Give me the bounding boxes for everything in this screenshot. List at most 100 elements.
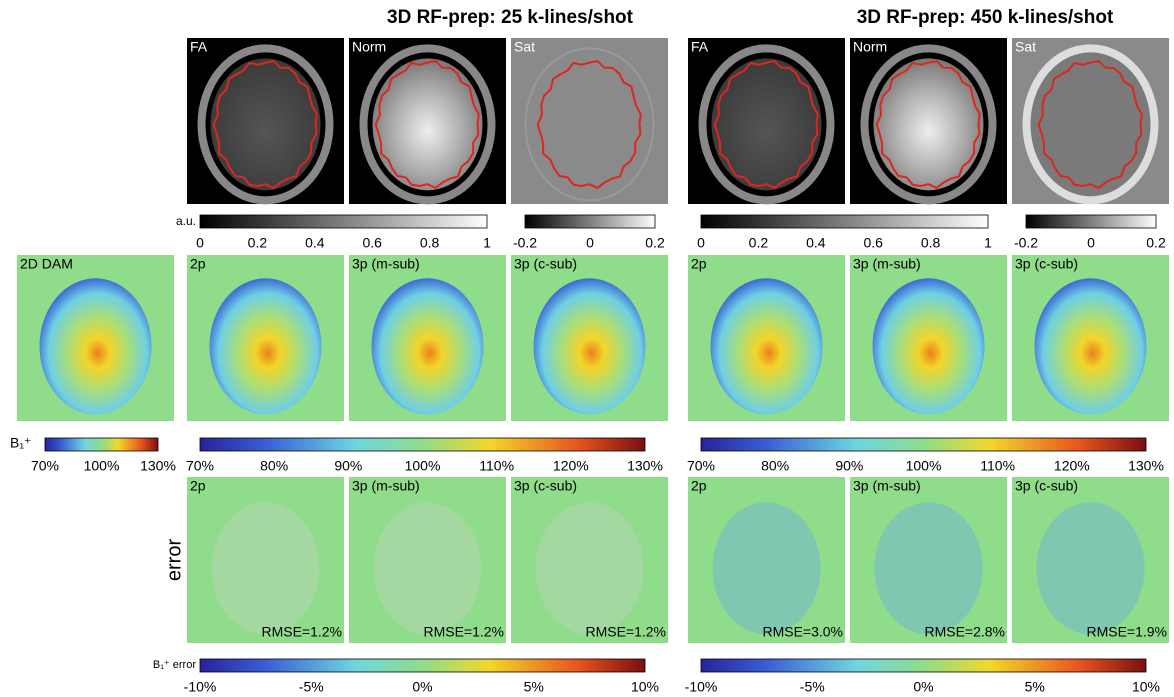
b1-brain [40, 278, 152, 414]
colorbar-tick-label: 0% [913, 679, 933, 695]
colorbar-tick-label: 0 [1087, 235, 1095, 251]
panel-label: Sat [514, 39, 535, 55]
colorbar-tick-label: 120% [553, 458, 589, 474]
colorbar-tick-label: 70% [186, 458, 214, 474]
colorbar-tick-label: 70% [687, 458, 715, 474]
brain [373, 58, 483, 190]
colorbar-tick-label: 80% [260, 458, 288, 474]
panel-label: 2D DAM [20, 256, 73, 272]
rmse-label: RMSE=1.2% [423, 624, 504, 640]
rmse-label: RMSE=2.8% [924, 624, 1005, 640]
b1-brain [873, 278, 985, 414]
colorbar-tick-label: 0.2 [749, 235, 769, 251]
colorbar-tick-label: 10% [1132, 679, 1160, 695]
colorbar-tick-label: 0.6 [362, 235, 382, 251]
colorbar-label: B₁⁺ error [153, 659, 196, 671]
title: 3D RF-prep: 450 k-lines/shot [857, 7, 1114, 28]
rmse-label: RMSE=1.2% [261, 624, 342, 640]
colorbar-tick-label: 70% [31, 458, 59, 474]
colorbar-tick-label: -10% [184, 679, 217, 695]
brain [712, 58, 822, 190]
rmse-label: RMSE=3.0% [762, 624, 843, 640]
colorbar-tick-label: -5% [299, 679, 324, 695]
b1-brain [372, 278, 484, 414]
panel-label: FA [190, 39, 208, 55]
colorbar-tick-label: 100% [405, 458, 441, 474]
colorbar-tick-label: 110% [479, 458, 514, 474]
colorbar [701, 215, 988, 228]
rmse-label: RMSE=1.2% [585, 624, 666, 640]
panel-label: 2p [190, 478, 206, 494]
colorbar-tick-label: 0.8 [921, 235, 941, 251]
panel-label: 2p [691, 478, 707, 494]
panel-label: Norm [352, 39, 386, 55]
colorbar-tick-label: 0.2 [645, 235, 665, 251]
panel-label: 3p (m-sub) [352, 256, 420, 272]
panel-label: 2p [190, 256, 206, 272]
panel-label: FA [691, 39, 709, 55]
panel-label: Norm [853, 39, 887, 55]
colorbar [701, 438, 1146, 451]
figure: 2D DAM70%100%130%B₁⁺errorB₁⁺ errora.u.3D… [0, 0, 1174, 697]
colorbar-label: a.u. [176, 214, 196, 228]
colorbar-tick-label: 0.2 [1146, 235, 1166, 251]
panel-label: Sat [1015, 39, 1036, 55]
colorbar-tick-label: -10% [685, 679, 718, 695]
colorbar-tick-label: 5% [1025, 679, 1045, 695]
colorbar-tick-label: 0.4 [806, 235, 826, 251]
colorbar-tick-label: 130% [627, 458, 663, 474]
colorbar-tick-label: 100% [84, 458, 120, 474]
b1-brain [210, 278, 322, 414]
b1-brain [1035, 278, 1147, 414]
panel-label: 3p (c-sub) [514, 256, 577, 272]
skull [1027, 48, 1155, 200]
colorbar-tick-label: 90% [334, 458, 362, 474]
colorbar-tick-label: 0.2 [248, 235, 268, 251]
colorbar [200, 659, 645, 672]
colorbar-tick-label: 120% [1054, 458, 1090, 474]
brain [874, 58, 984, 190]
colorbar-tick-label: 0.4 [305, 235, 325, 251]
colorbar-tick-label: 0.6 [863, 235, 883, 251]
colorbar-tick-label: -0.2 [513, 235, 537, 251]
panel-label: 2p [691, 256, 707, 272]
colorbar [525, 215, 655, 228]
panel-label: 3p (c-sub) [514, 478, 577, 494]
colorbar-tick-label: 130% [140, 458, 176, 474]
error-brain [374, 502, 482, 634]
colorbar-tick-label: 0.8 [420, 235, 440, 251]
panel-label: 3p (m-sub) [853, 478, 921, 494]
error-brain [1037, 502, 1145, 634]
rmse-label: RMSE=1.9% [1086, 624, 1167, 640]
colorbar-tick-label: 100% [906, 458, 942, 474]
colorbar-tick-label: 90% [835, 458, 863, 474]
colorbar-label: B₁⁺ [10, 435, 31, 451]
colorbar [45, 438, 158, 451]
colorbar-tick-label: 80% [761, 458, 789, 474]
error-brain [536, 502, 644, 634]
panel-label: 3p (m-sub) [352, 478, 420, 494]
colorbar [701, 659, 1146, 672]
colorbar-tick-label: -5% [800, 679, 825, 695]
panel-label: 3p (c-sub) [1015, 256, 1078, 272]
error-brain [875, 502, 983, 634]
panel-label: 3p (m-sub) [853, 256, 921, 272]
colorbar-tick-label: 0 [586, 235, 594, 251]
colorbar [200, 215, 487, 228]
colorbar-tick-label: 1 [984, 235, 992, 251]
colorbar-tick-label: 110% [980, 458, 1015, 474]
colorbar-tick-label: 10% [631, 679, 659, 695]
row-label: error [163, 539, 185, 582]
colorbar [1026, 215, 1156, 228]
brain [211, 58, 321, 190]
panel-label: 3p (c-sub) [1015, 478, 1078, 494]
b1-brain [711, 278, 823, 414]
colorbar-tick-label: -0.2 [1014, 235, 1038, 251]
title: 3D RF-prep: 25 k-lines/shot [387, 7, 634, 28]
error-brain [212, 502, 320, 634]
b1-brain [534, 278, 646, 414]
colorbar-tick-label: 130% [1128, 458, 1164, 474]
colorbar-tick-label: 0 [196, 235, 204, 251]
colorbar-tick-label: 5% [524, 679, 544, 695]
page: 2D DAM70%100%130%B₁⁺errorB₁⁺ errora.u.3D… [0, 0, 1174, 697]
